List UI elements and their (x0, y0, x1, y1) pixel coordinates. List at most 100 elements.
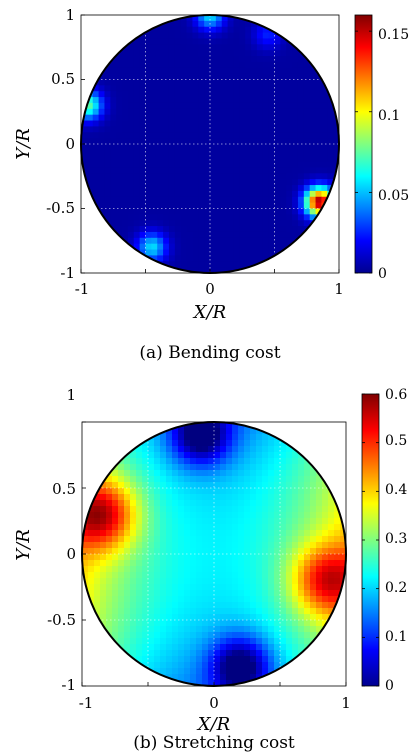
heatmap-cell (178, 470, 185, 477)
heatmap-cell (274, 638, 281, 645)
heatmap-cell (139, 73, 147, 81)
heatmap-cell (239, 185, 246, 192)
heatmap-cell (148, 530, 155, 537)
heatmap-cell (148, 644, 155, 651)
heatmap-cell (298, 560, 305, 567)
heatmap-cell (274, 548, 281, 555)
heatmap-cell (198, 61, 205, 69)
heatmap-cell (328, 554, 335, 561)
heatmap-cell (239, 249, 246, 257)
heatmap-cell (292, 173, 299, 180)
heatmap-cell (130, 590, 137, 597)
heatmap-cell (124, 572, 131, 579)
heatmap-cell (198, 102, 205, 110)
heatmap-cell (172, 470, 179, 477)
heatmap-cell (163, 79, 170, 86)
heatmap-cell (298, 614, 305, 621)
heatmap-cell (160, 452, 167, 459)
heatmap-cell (286, 650, 293, 657)
heatmap-cell (215, 261, 223, 268)
heatmap-cell (166, 476, 173, 483)
heatmap-cell (256, 560, 263, 567)
heatmap-cell (98, 167, 106, 174)
heatmap-cell (238, 506, 245, 513)
heatmap-cell (239, 226, 246, 233)
heatmap-cell (298, 632, 305, 639)
heatmap-cell (268, 237, 276, 245)
heatmap-cell (245, 56, 252, 63)
heatmap-cell (172, 530, 179, 537)
heatmap-cell (196, 446, 203, 453)
heatmap-cell (204, 208, 211, 215)
heatmap-cell (232, 500, 239, 507)
heatmap-cell (148, 470, 155, 477)
heatmap-cell (112, 578, 119, 585)
heatmap-cell (322, 554, 329, 561)
heatmap-cell (280, 243, 287, 251)
heatmap-cell (116, 114, 123, 122)
heatmap-cell (315, 126, 323, 133)
heatmap-cell (226, 572, 233, 579)
heatmap-cell (220, 482, 227, 489)
heatmap-cell (98, 97, 106, 104)
heatmap-cell (186, 149, 194, 157)
heatmap-cell (174, 261, 182, 268)
heatmap-cell (292, 231, 299, 239)
heatmap-cell (118, 488, 125, 495)
heatmap-cell (118, 584, 125, 591)
heatmap-cell (186, 38, 194, 45)
heatmap-cell (215, 149, 223, 157)
heatmap-cell (127, 214, 135, 221)
heatmap-cell (81, 149, 88, 157)
heatmap-cell (166, 536, 173, 543)
heatmap-cell (274, 446, 281, 453)
heatmap-cell (148, 584, 155, 591)
heatmap-cell (274, 614, 281, 621)
heatmap-cell (244, 650, 251, 657)
heatmap-cell (251, 161, 258, 169)
heatmap-cell (163, 249, 170, 257)
heatmap-cell (286, 530, 293, 537)
heatmap-cell (280, 120, 287, 128)
heatmap-cell (106, 482, 113, 489)
heatmap-cell (238, 482, 245, 489)
heatmap-cell (174, 237, 182, 245)
heatmap-cell (186, 61, 194, 69)
heatmap-cell (130, 626, 137, 633)
heatmap-cell (122, 190, 129, 198)
heatmap-cell (198, 173, 205, 180)
heatmap-cell (154, 470, 161, 477)
heatmap-cell (145, 102, 152, 110)
heatmap-cell (130, 530, 137, 537)
heatmap-cell (202, 644, 209, 651)
heatmap-cell (166, 428, 173, 435)
heatmap-cell (322, 548, 329, 555)
heatmap-cell (232, 434, 239, 441)
heatmap-cell (226, 656, 233, 663)
heatmap-cell (190, 440, 197, 447)
heatmap-cell (192, 149, 199, 157)
heatmap-cell (262, 126, 270, 133)
heatmap-cell (184, 536, 191, 543)
heatmap-cell (116, 214, 123, 221)
heatmap-cell (100, 542, 107, 549)
heatmap-cell (262, 132, 270, 139)
heatmap-cell (245, 220, 252, 227)
heatmap-cell (145, 249, 152, 257)
heatmap-cell (239, 179, 246, 186)
heatmap-cell (202, 506, 209, 513)
heatmap-cell (268, 572, 275, 579)
heatmap-cell (328, 596, 335, 603)
heatmap-cell (139, 114, 147, 122)
heatmap-cell (214, 524, 221, 531)
heatmap-cell (220, 530, 227, 537)
heatmap-cell (190, 620, 197, 627)
heatmap-cell (163, 208, 170, 215)
heatmap-cell (210, 126, 217, 133)
heatmap-cell (292, 494, 299, 501)
heatmap-cell (178, 602, 185, 609)
heatmap-cell (238, 596, 245, 603)
heatmap-cell (148, 566, 155, 573)
heatmap-cell (220, 620, 227, 627)
heatmap-cell (116, 208, 123, 215)
